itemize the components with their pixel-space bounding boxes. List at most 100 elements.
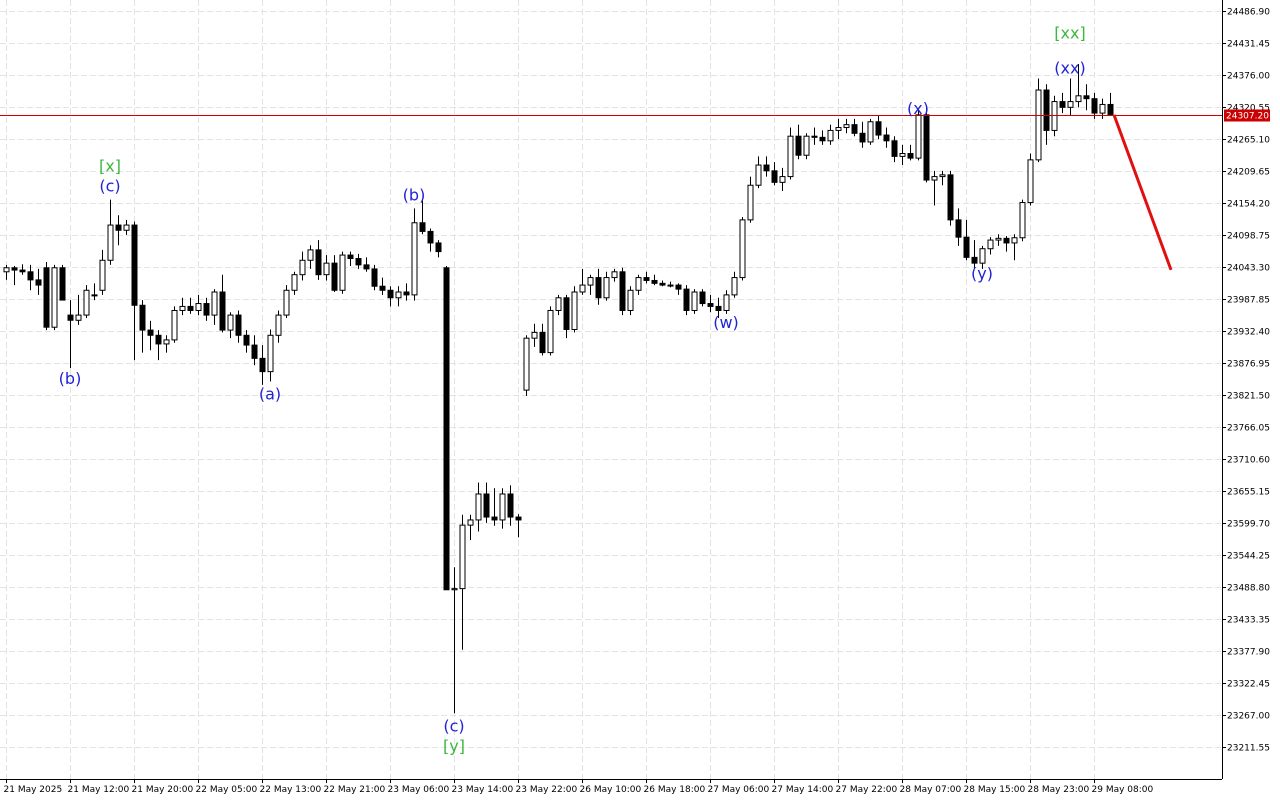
candle-body [267,334,274,373]
wave-label: [xx] [1054,23,1085,42]
x-tick-label: 29 May 08:00 [1092,785,1154,795]
candle-body [915,114,922,159]
candle-body [139,304,146,331]
candle-body [811,135,818,138]
candle-body [1003,237,1010,244]
candle-body [731,277,738,296]
candle-body [1019,202,1026,239]
candle-body [643,277,650,281]
wave-label: (w) [713,313,739,332]
candle-body [635,277,642,291]
candle-body [747,184,754,221]
candle-body [275,314,282,336]
candle-body [995,237,1002,241]
candle-body [395,291,402,299]
candle-body [379,285,386,291]
y-tick-label: 24209.65 [1227,168,1270,178]
candle-body [331,262,338,291]
candle-body [1011,237,1018,244]
candle-body [891,140,898,157]
candle-body [595,277,602,299]
y-tick-label: 24098.75 [1227,232,1270,242]
candle-body [555,297,562,311]
x-tick-label: 28 May 23:00 [1028,785,1090,795]
wave-label: (xx) [1054,58,1085,77]
candle-body [579,284,586,293]
x-tick-label: 23 May 22:00 [516,785,578,795]
candle-body [131,224,138,306]
candle-body [291,274,298,291]
candle-body [491,516,498,521]
candle-body [563,297,570,331]
grid [0,0,1222,779]
candle-body [787,135,794,178]
y-tick-label: 24431.45 [1227,40,1270,50]
x-tick-label: 26 May 10:00 [580,785,642,795]
candle-body [651,279,658,284]
y-tick-label: 24486.90 [1227,8,1270,18]
candle-body [923,114,930,181]
candle-body [523,337,530,391]
candle-body [947,174,954,221]
candle-body [1067,101,1074,108]
y-tick-label: 23488.80 [1227,584,1270,594]
candle-body [827,129,834,142]
candle-body [347,254,354,260]
candle-body [467,519,474,526]
x-tick-label: 22 May 05:00 [196,785,258,795]
candle-body [979,248,986,264]
candle-body [27,271,34,281]
candle-body [1027,159,1034,204]
candle-body [715,305,722,311]
candle-body [59,267,66,301]
candle-body [571,291,578,331]
y-tick-label: 23544.25 [1227,552,1270,562]
candle-body [627,289,634,311]
candle-body [427,230,434,244]
candle-body [547,309,554,354]
x-tick-label: 22 May 21:00 [324,785,386,795]
candle-body [739,219,746,279]
candle-body [507,493,514,518]
candle-body [667,284,674,287]
candle-body [235,314,242,336]
candle-body [1059,101,1066,108]
y-tick-label: 23876.95 [1227,360,1270,370]
candle-body [19,269,26,273]
candle-body [611,271,618,279]
forecast-line [1112,114,1173,271]
candle-body [315,249,322,276]
candle-body [987,239,994,250]
candle-body [195,303,202,311]
candle-body [603,277,610,299]
y-tick-label: 23821.50 [1227,392,1270,402]
candle-body [403,291,410,296]
candle-body [1091,98,1098,114]
candle-body [283,289,290,316]
candle-body [323,262,330,276]
x-tick-label: 21 May 2025 [4,785,63,795]
y-tick-label: 23211.55 [1227,744,1270,754]
candle-body [1083,95,1090,100]
x-tick-label: 21 May 20:00 [132,785,194,795]
y-tick-label: 24376.00 [1227,72,1270,82]
candle-body [251,344,258,359]
y-tick-label: 23932.40 [1227,328,1270,338]
y-tick-label: 23766.05 [1227,424,1270,434]
candle-body [219,291,226,331]
candle-body [147,329,154,336]
candle-body [419,222,426,232]
candle-body [803,135,810,156]
candle-body [963,236,970,258]
current-price-box [1224,109,1270,122]
candle-body [43,267,50,328]
x-tick-label: 22 May 13:00 [260,785,322,795]
candle-body [179,305,186,311]
wave-label: (y) [971,264,993,283]
candle-body [883,134,890,142]
candle-body [451,588,458,591]
candle-body [83,289,90,316]
y-tick-label: 24043.30 [1227,264,1270,274]
